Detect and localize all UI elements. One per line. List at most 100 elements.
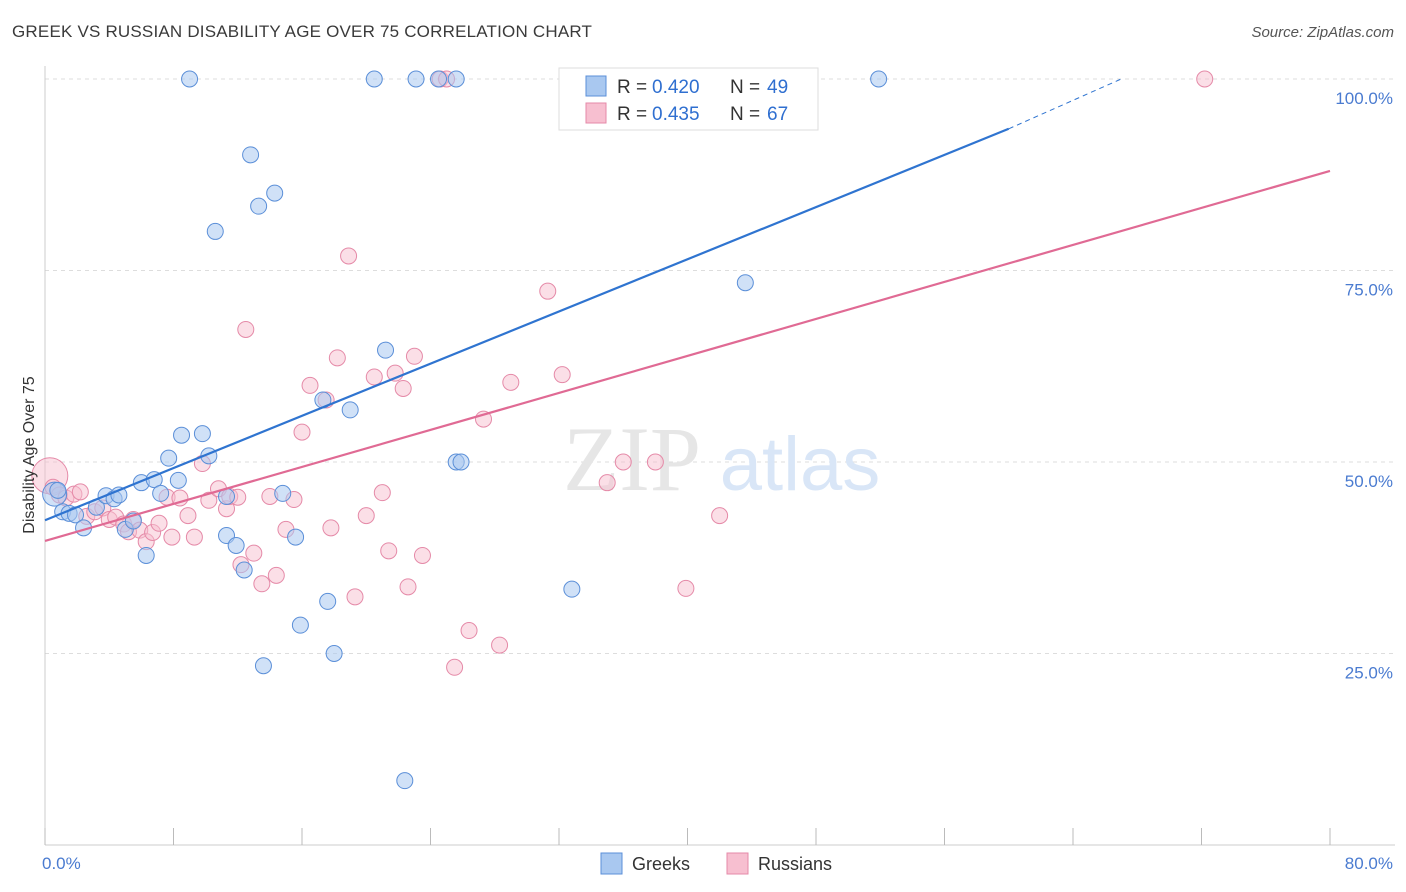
greeks-point (254, 657, 272, 675)
greeks-point (396, 772, 414, 790)
legend-swatch-russians (585, 102, 607, 124)
russians-point (301, 376, 319, 394)
greeks-point (49, 481, 67, 499)
bottom-legend-swatch-greeks (600, 852, 623, 875)
x-tick-label: 80.0% (1345, 854, 1393, 873)
russians-point (539, 282, 557, 300)
russians-point (200, 491, 218, 509)
russians-point (646, 453, 664, 471)
greeks-point (235, 561, 253, 579)
legend-russians-n-value: 67 (767, 104, 788, 125)
greeks-point (319, 592, 337, 610)
greeks-point (452, 453, 470, 471)
greeks-point (341, 401, 359, 419)
tick-labels: 25.0% 50.0% 75.0% 100.0% 0.0% 80.0% (42, 89, 1393, 873)
greeks-point (291, 616, 309, 634)
greeks-point (173, 426, 191, 444)
russians-point (267, 566, 285, 584)
russians-point (185, 528, 203, 546)
y-tick-label: 75.0% (1345, 281, 1393, 300)
greeks-point (242, 146, 260, 164)
legend-russians-r-value: 0.435 (652, 104, 700, 125)
watermark-zip: ZIP (563, 408, 701, 510)
greeks-point (325, 645, 343, 662)
russians-point (328, 349, 346, 367)
legend-greeks-n-label: N = (730, 77, 760, 98)
russians-trend-line (44, 169, 1331, 542)
watermark: ZIP atlas (563, 408, 880, 510)
axes (44, 66, 1395, 846)
bottom-legend-greeks: Greeks (632, 854, 690, 874)
russians-point (373, 484, 391, 502)
watermark-atlas: atlas (720, 422, 881, 507)
russians-point (394, 379, 412, 397)
russians-point (598, 474, 616, 492)
russians-point (677, 579, 695, 597)
greeks-point (287, 528, 305, 546)
russians-point (179, 507, 197, 525)
greeks-trend-line (44, 127, 1010, 522)
russians-point (399, 578, 417, 596)
y-tick-label: 50.0% (1345, 472, 1393, 491)
russians-point (322, 519, 340, 537)
legend-russians-n-label: N = (730, 104, 760, 125)
russians-point (237, 320, 255, 338)
russians-point (446, 658, 464, 676)
bottom-legend-russians: Russians (758, 854, 832, 874)
russians-point (614, 453, 632, 471)
trend-lines (44, 78, 1331, 542)
russians-series (31, 70, 1214, 676)
y-tick-label: 100.0% (1335, 89, 1393, 108)
greeks-point (377, 341, 395, 359)
russians-point (491, 636, 509, 654)
greeks-point (227, 536, 245, 554)
russians-point (71, 483, 89, 501)
greeks-point (181, 70, 199, 88)
legend-greeks-r-label: R = (617, 77, 647, 98)
russians-point (413, 546, 431, 564)
russians-point (357, 507, 375, 525)
y-axis-label: Disability Age Over 75 (21, 376, 38, 534)
russians-point (150, 514, 168, 532)
greeks-trend-extension (1008, 78, 1122, 130)
greeks-point (169, 471, 187, 489)
legend-swatch-greeks (585, 75, 607, 97)
russians-point (163, 528, 181, 546)
greeks-point (563, 580, 581, 598)
greeks-point (274, 484, 292, 502)
greeks-point (152, 484, 170, 502)
russians-point (711, 507, 729, 525)
russians-point (1196, 70, 1214, 88)
russians-point (245, 544, 263, 562)
bottom-legend: Greeks Russians (600, 852, 832, 875)
greeks-point (365, 70, 383, 88)
russians-point (253, 575, 271, 593)
greeks-series (42, 70, 888, 790)
legend-box: R = 0.420 N = 49 R = 0.435 N = 67 (558, 67, 819, 131)
russians-point (346, 588, 364, 606)
greeks-point (870, 70, 888, 88)
legend-greeks-r-value: 0.420 (652, 77, 700, 98)
greeks-point (266, 184, 284, 202)
greeks-point (137, 546, 155, 564)
greeks-point (447, 70, 465, 88)
greeks-point (430, 70, 448, 88)
legend-russians-r-label: R = (617, 104, 647, 125)
russians-point (405, 347, 423, 365)
greeks-point (736, 274, 754, 292)
russians-point (460, 622, 478, 640)
russians-point (380, 542, 398, 560)
russians-point (502, 373, 520, 391)
greeks-point (206, 222, 224, 240)
greeks-point (250, 197, 268, 215)
y-tick-label: 25.0% (1345, 664, 1393, 683)
greeks-point (407, 70, 425, 88)
x-tick-label: 0.0% (42, 854, 81, 873)
chart-title: GREEK VS RUSSIAN DISABILITY AGE OVER 75 … (12, 22, 593, 41)
legend-greeks-n-value: 49 (767, 77, 788, 98)
source-label: Source: ZipAtlas.com (1251, 24, 1394, 41)
greeks-point (193, 425, 211, 443)
greeks-point (160, 449, 178, 467)
russians-point (340, 247, 358, 265)
